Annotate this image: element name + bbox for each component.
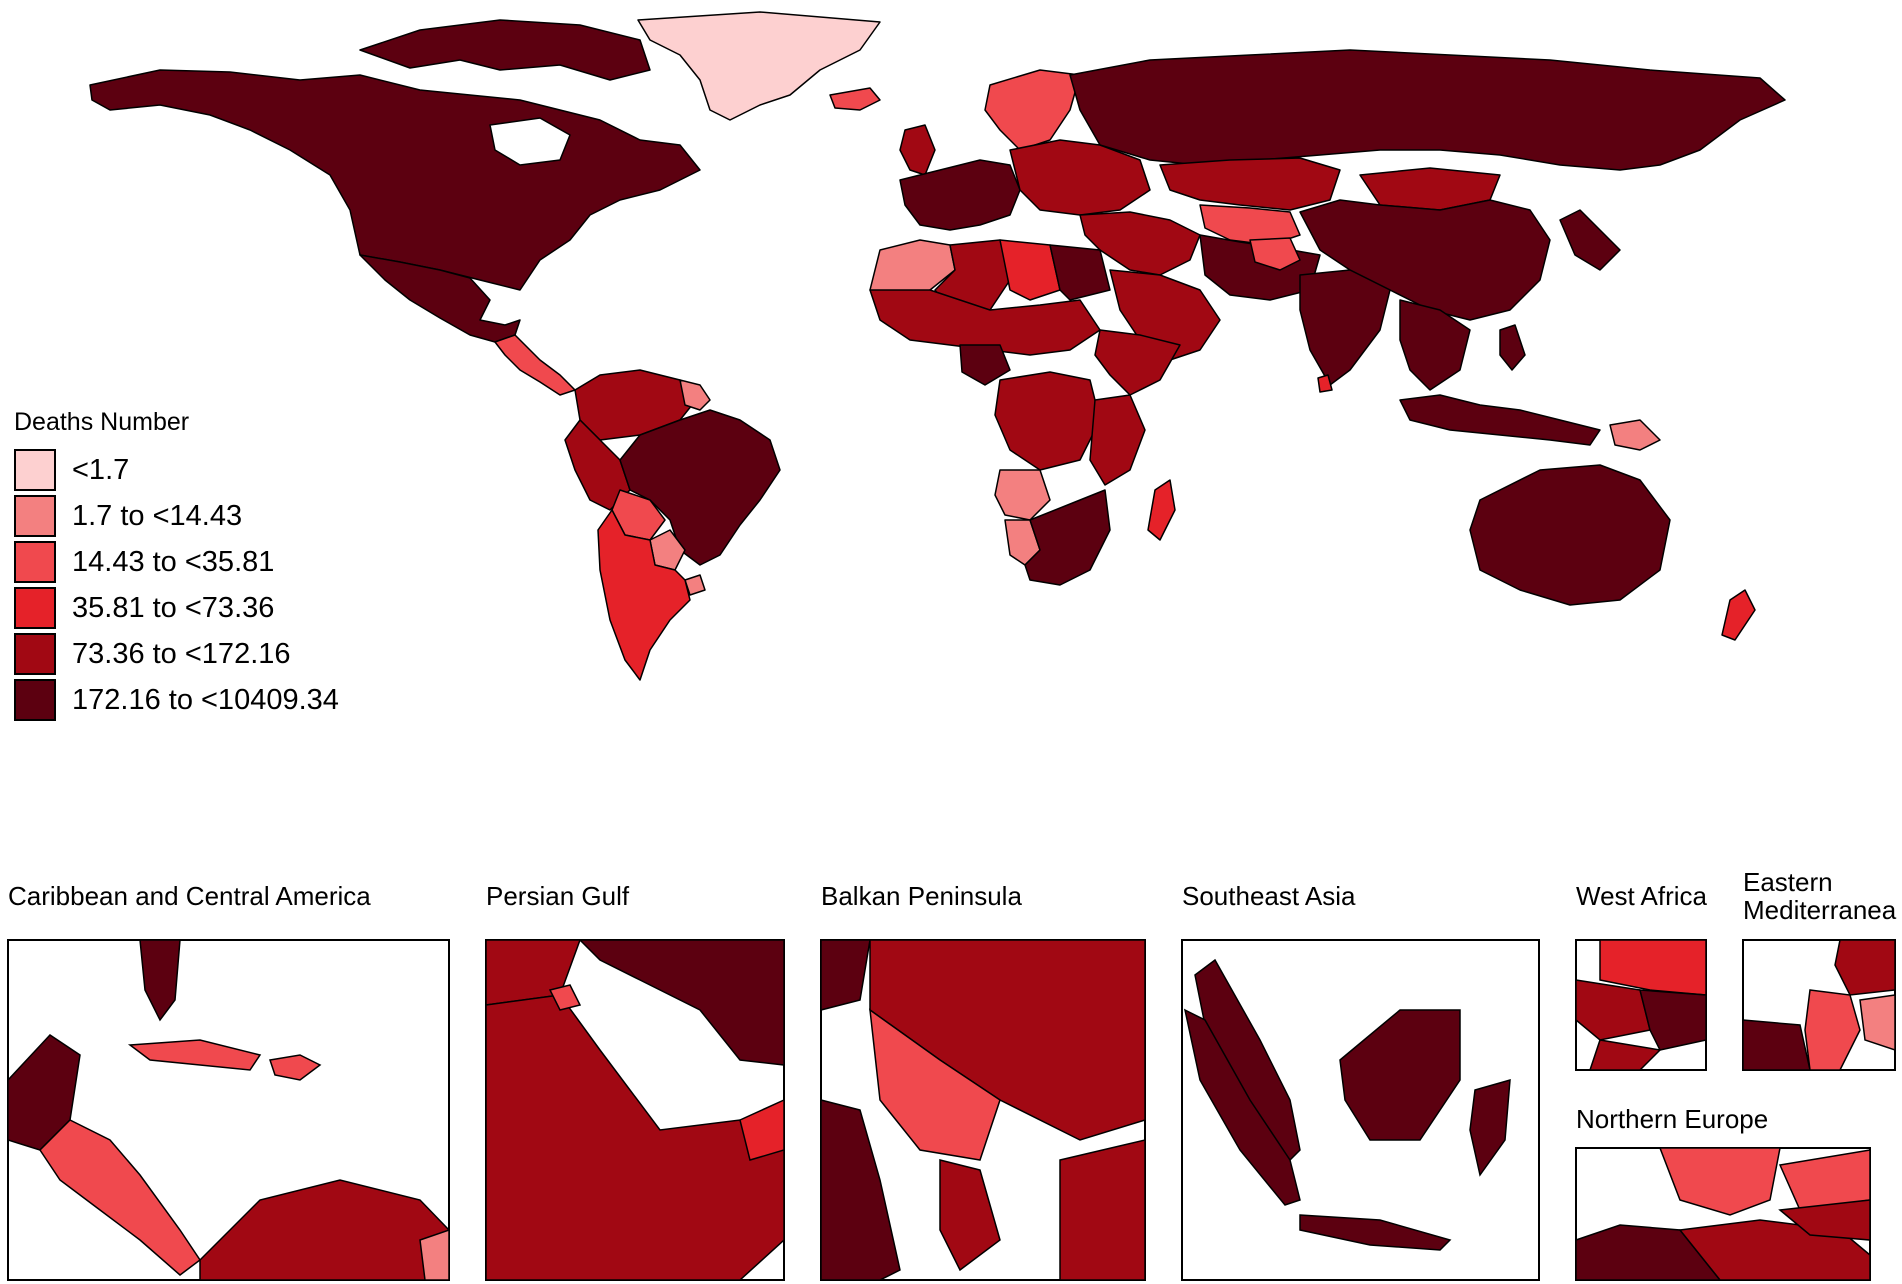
region-sahel <box>869 289 1101 356</box>
region-north-america <box>89 69 701 291</box>
region-uk-ireland <box>899 124 936 176</box>
region-mexico <box>359 254 521 343</box>
region-korea-japan <box>1559 209 1621 271</box>
region-nigeria <box>959 344 1011 386</box>
region-russia <box>1069 49 1786 171</box>
region-southeast-asia <box>1399 299 1471 391</box>
region-new-zealand <box>1721 589 1756 641</box>
region-papua-new-guinea <box>1609 419 1661 451</box>
legend-item: <1.7 <box>14 447 339 493</box>
legend-swatch <box>14 495 56 537</box>
legend-label: <1.7 <box>72 453 130 486</box>
inset-northeurope-shapes <box>1575 1147 1871 1281</box>
region-guianas <box>679 379 711 411</box>
region-iceland <box>829 87 881 111</box>
legend-item: 1.7 to <14.43 <box>14 493 339 539</box>
region-central-america <box>494 334 576 396</box>
legend-swatch <box>14 679 56 721</box>
legend-item: 73.36 to <172.16 <box>14 631 339 677</box>
region-arabian-peninsula <box>1109 269 1221 361</box>
legend-swatch <box>14 633 56 675</box>
legend-swatch <box>14 541 56 583</box>
legend-label: 73.36 to <172.16 <box>72 637 291 670</box>
region-australia <box>1469 464 1671 606</box>
region-canada-islands <box>359 19 651 81</box>
legend-swatch <box>14 587 56 629</box>
region-angola <box>994 469 1051 521</box>
legend-label: 1.7 to <14.43 <box>72 499 243 532</box>
inset-title-westafrica: West Africa <box>1576 881 1708 911</box>
region-madagascar <box>1147 479 1176 541</box>
region-brazil <box>619 409 781 566</box>
legend-rows: <1.7 1.7 to <14.43 14.43 to <35.81 35.81 to… <box>14 447 339 723</box>
region-afghanistan <box>1249 237 1301 271</box>
legend-item: 14.43 to <35.81 <box>14 539 339 585</box>
region-indonesia <box>1399 394 1601 446</box>
inset-title-caribbean: Caribbean and Central America <box>8 881 371 911</box>
region-middle-east <box>1079 211 1201 276</box>
legend-item: 172.16 to <10409.34 <box>14 677 339 723</box>
region-central-africa <box>994 371 1101 471</box>
inset-title-eastmed: Eastern Mediterranea <box>1743 867 1897 925</box>
legend-item: 35.81 to <73.36 <box>14 585 339 631</box>
inset-title-balkan: Balkan Peninsula <box>821 881 1022 911</box>
region-peru <box>564 419 631 511</box>
region-scandinavia <box>984 69 1081 151</box>
inset-balkan-shapes <box>820 939 1146 1281</box>
region-uruguay <box>684 574 706 596</box>
inset-persian-shapes <box>485 939 785 1281</box>
region-horn-of-africa <box>1094 329 1181 396</box>
inset-title-persian: Persian Gulf <box>486 881 630 911</box>
region-east-africa <box>1089 394 1146 486</box>
region-sri-lanka <box>1317 374 1333 393</box>
region-philippines <box>1499 324 1526 371</box>
region-egypt <box>1049 244 1111 301</box>
region-western-europe <box>899 159 1021 231</box>
region-libya <box>999 239 1061 301</box>
inset-title-northeurope: Northern Europe <box>1576 1104 1769 1134</box>
inset-caribbean-shapes <box>7 939 450 1281</box>
legend-swatch <box>14 449 56 491</box>
region-eastern-europe <box>1009 139 1151 216</box>
region-argentina-chile <box>597 509 691 681</box>
region-india <box>1299 269 1391 386</box>
insets-group <box>7 939 1896 1281</box>
world-map <box>89 11 1786 681</box>
legend-title: Deaths Number <box>14 408 190 436</box>
legend-label: 14.43 to <35.81 <box>72 545 275 578</box>
legend-label: 172.16 to <10409.34 <box>72 683 339 716</box>
region-southern-africa <box>1024 489 1111 586</box>
region-kazakhstan <box>1159 157 1341 211</box>
region-greenland <box>637 11 881 121</box>
legend: Deaths Number <1.7 1.7 to <14.43 14.43 to … <box>14 408 339 723</box>
inset-seasia-shapes <box>1181 939 1540 1281</box>
inset-westafrica-shapes <box>1575 939 1707 1071</box>
inset-eastmed-shapes <box>1742 939 1896 1071</box>
legend-label: 35.81 to <73.36 <box>72 591 275 624</box>
inset-title-seasia: Southeast Asia <box>1182 881 1356 911</box>
